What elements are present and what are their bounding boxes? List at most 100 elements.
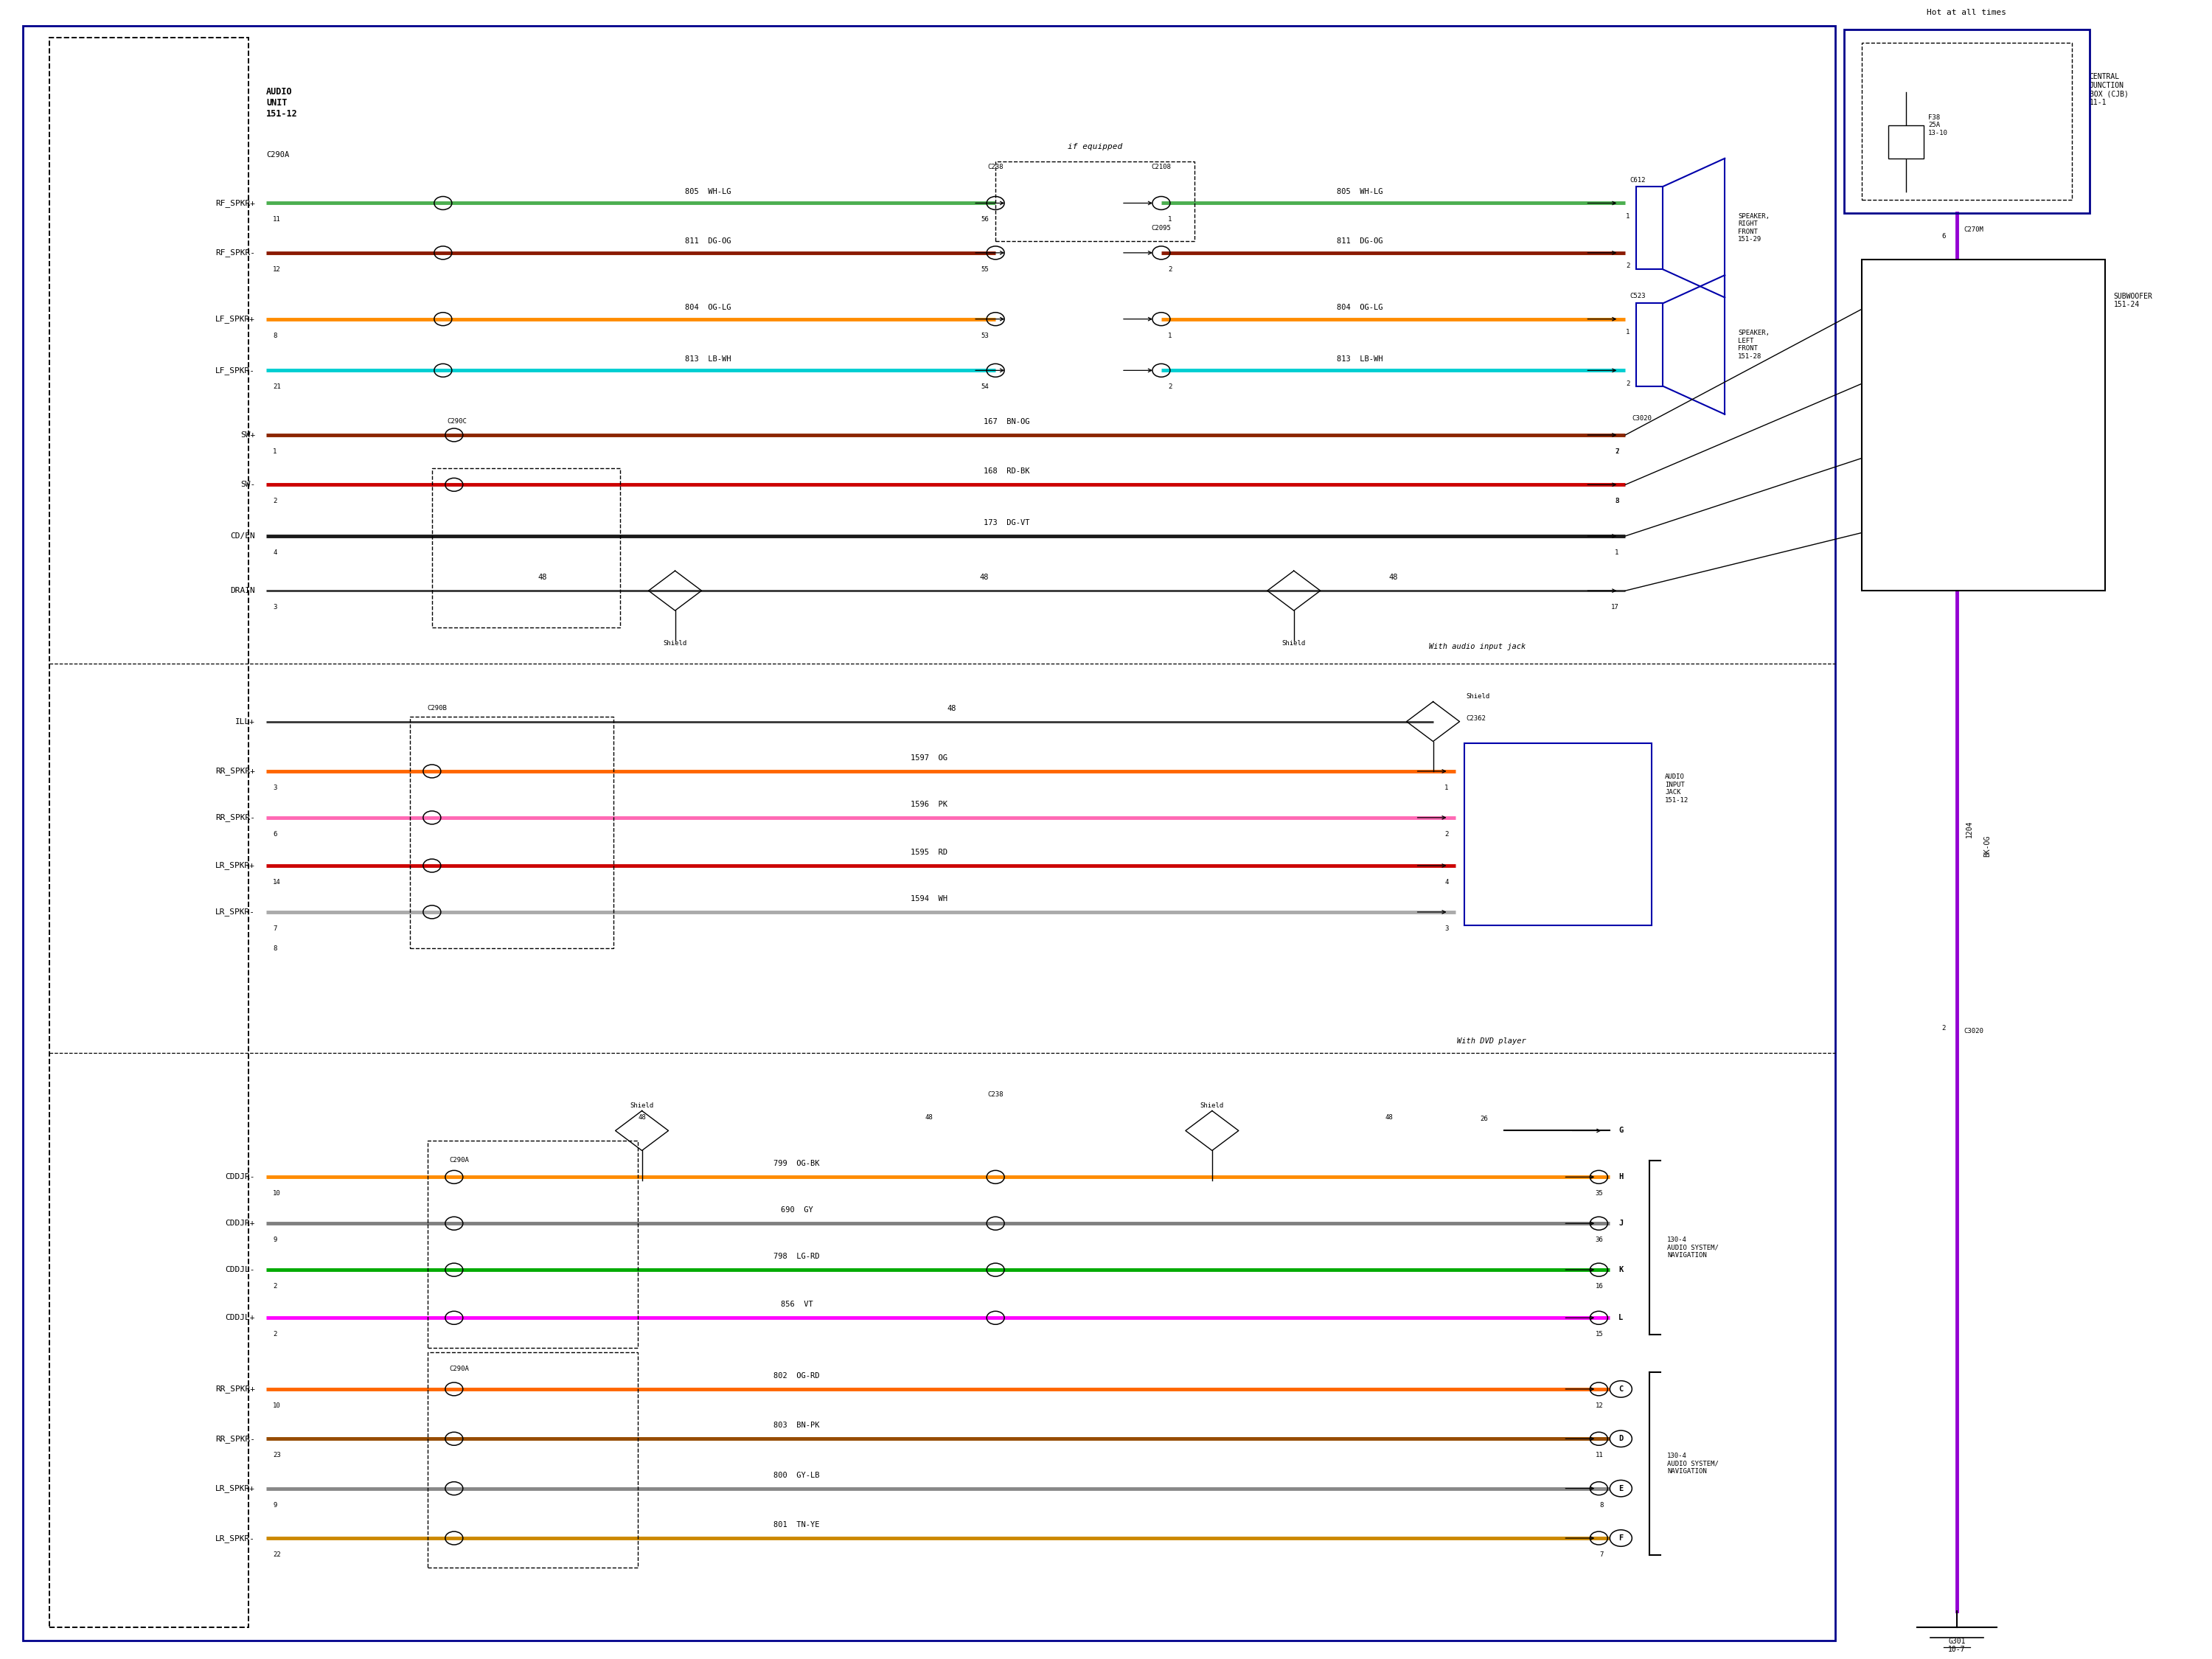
Text: LF_SPKR-: LF_SPKR-	[215, 367, 254, 375]
Text: 813  LB-WH: 813 LB-WH	[1336, 355, 1382, 362]
Text: 8: 8	[1615, 498, 1619, 504]
Text: 2: 2	[1168, 383, 1172, 390]
Text: 7: 7	[272, 926, 276, 932]
Text: C290B: C290B	[427, 705, 447, 712]
Text: C2095: C2095	[1150, 224, 1170, 231]
Text: 14: 14	[272, 879, 281, 886]
Text: C238: C238	[987, 1092, 1004, 1098]
Text: RF_SPKR-: RF_SPKR-	[215, 249, 254, 257]
Text: 799  OG-BK: 799 OG-BK	[774, 1160, 821, 1168]
Text: 7: 7	[1599, 1551, 1604, 1558]
Text: 16: 16	[1595, 1282, 1604, 1289]
Bar	[995, 161, 1194, 241]
Text: AUDIO
INPUT
JACK
151-12: AUDIO INPUT JACK 151-12	[1666, 773, 1690, 803]
Text: DRAIN: DRAIN	[230, 587, 254, 594]
Text: 5: 5	[1942, 461, 1947, 468]
Text: F38
25A
13-10: F38 25A 13-10	[1929, 114, 1949, 136]
Text: 2: 2	[1626, 380, 1630, 387]
Text: 54: 54	[980, 383, 989, 390]
Bar	[1845, 30, 2090, 212]
Text: 805  WH-LG: 805 WH-LG	[686, 187, 732, 196]
Text: 3: 3	[1615, 498, 1619, 504]
Text: 15: 15	[1595, 1331, 1604, 1337]
Text: SW+  VBATT: SW+ VBATT	[1880, 305, 1920, 312]
Text: CDDJR-: CDDJR-	[226, 1173, 254, 1181]
Text: C3020: C3020	[1632, 415, 1652, 421]
Text: RR_SPKR-: RR_SPKR-	[215, 1435, 254, 1443]
Text: 803  BN-PK: 803 BN-PK	[774, 1422, 821, 1428]
Text: Shield: Shield	[1467, 693, 1491, 700]
Text: SW+: SW+	[241, 431, 254, 438]
Text: 23: 23	[272, 1452, 281, 1458]
Text: 2: 2	[272, 1331, 276, 1337]
Text: C612: C612	[1630, 176, 1646, 182]
Text: 6: 6	[1942, 232, 1947, 239]
Text: 10: 10	[272, 1190, 281, 1196]
Text: 130-4
AUDIO SYSTEM/
NAVIGATION: 130-4 AUDIO SYSTEM/ NAVIGATION	[1668, 1236, 1719, 1259]
Text: 798  LG-RD: 798 LG-RD	[774, 1253, 821, 1261]
Text: 1: 1	[1444, 785, 1449, 791]
Text: 2: 2	[272, 498, 276, 504]
Text: CDDJL+: CDDJL+	[226, 1314, 254, 1322]
Text: G301
10-7: G301 10-7	[1949, 1637, 1966, 1654]
Text: 48: 48	[980, 574, 989, 581]
Bar	[431, 468, 619, 627]
Text: 48: 48	[947, 705, 956, 712]
Text: 11: 11	[1595, 1452, 1604, 1458]
Text: 9: 9	[272, 1236, 276, 1243]
Bar	[1863, 43, 2073, 199]
Text: RF_SPKR+: RF_SPKR+	[215, 199, 254, 207]
Text: CDDJL-: CDDJL-	[226, 1266, 254, 1274]
Text: 802  OG-RD: 802 OG-RD	[774, 1372, 821, 1380]
Bar	[427, 1352, 637, 1568]
Text: 130-4
AUDIO SYSTEM/
NAVIGATION: 130-4 AUDIO SYSTEM/ NAVIGATION	[1668, 1453, 1719, 1475]
Text: With DVD player: With DVD player	[1458, 1037, 1526, 1045]
Text: 48: 48	[637, 1115, 646, 1121]
Text: 804  OG-LG: 804 OG-LG	[686, 304, 732, 312]
Text: RR_SPKR+: RR_SPKR+	[1475, 766, 1506, 773]
Text: 26: 26	[1480, 1117, 1489, 1123]
Text: 811  DG-OG: 811 DG-OG	[1336, 237, 1382, 246]
Text: 22: 22	[272, 1551, 281, 1558]
Text: K: K	[1619, 1266, 1624, 1274]
Text: 8: 8	[1599, 1501, 1604, 1508]
Text: 48: 48	[1389, 574, 1398, 581]
Text: 10: 10	[272, 1402, 281, 1408]
Text: C238: C238	[987, 163, 1004, 169]
Text: 1597  OG: 1597 OG	[911, 755, 947, 761]
Text: 167  BN-OG: 167 BN-OG	[984, 418, 1029, 425]
Text: G: G	[1619, 1126, 1624, 1135]
Text: 856  VT: 856 VT	[781, 1301, 812, 1309]
Text: SUBWOOFER
151-24: SUBWOOFER 151-24	[2115, 292, 2152, 309]
Text: 2: 2	[1626, 262, 1630, 269]
Text: 1: 1	[1626, 212, 1630, 219]
Text: 11: 11	[272, 216, 281, 222]
Text: C290A: C290A	[449, 1158, 469, 1165]
Text: 813  LB-WH: 813 LB-WH	[686, 355, 732, 362]
Text: H: H	[1619, 1173, 1624, 1181]
Text: 1: 1	[272, 448, 276, 455]
Bar	[1464, 743, 1652, 926]
Text: 2: 2	[1615, 448, 1619, 455]
Text: 55: 55	[980, 265, 989, 272]
Text: 1595  RD: 1595 RD	[911, 849, 947, 856]
Text: 1: 1	[1615, 549, 1619, 556]
Text: ENABLE: ENABLE	[1880, 455, 1902, 461]
Text: 53: 53	[980, 332, 989, 338]
Text: 3: 3	[272, 604, 276, 611]
Text: 2: 2	[1168, 265, 1172, 272]
Text: 173  DG-VT: 173 DG-VT	[984, 519, 1029, 526]
Bar	[427, 1141, 637, 1347]
Text: E: E	[1619, 1485, 1624, 1491]
Text: LR_SPKR+: LR_SPKR+	[215, 861, 254, 869]
Text: 56: 56	[980, 216, 989, 222]
Bar	[1863, 259, 2106, 591]
Text: 17: 17	[1610, 604, 1619, 611]
Text: 168  RD-BK: 168 RD-BK	[984, 468, 1029, 474]
Text: RR_SPKR+: RR_SPKR+	[215, 766, 254, 775]
Text: 1: 1	[1168, 332, 1172, 338]
Text: CENTRAL
JUNCTION
BOX (CJB)
11-1: CENTRAL JUNCTION BOX (CJB) 11-1	[2090, 73, 2128, 106]
Text: 48: 48	[1385, 1115, 1394, 1121]
Text: LR_SPKR+: LR_SPKR+	[1475, 849, 1506, 856]
Text: 1596  PK: 1596 PK	[911, 801, 947, 808]
